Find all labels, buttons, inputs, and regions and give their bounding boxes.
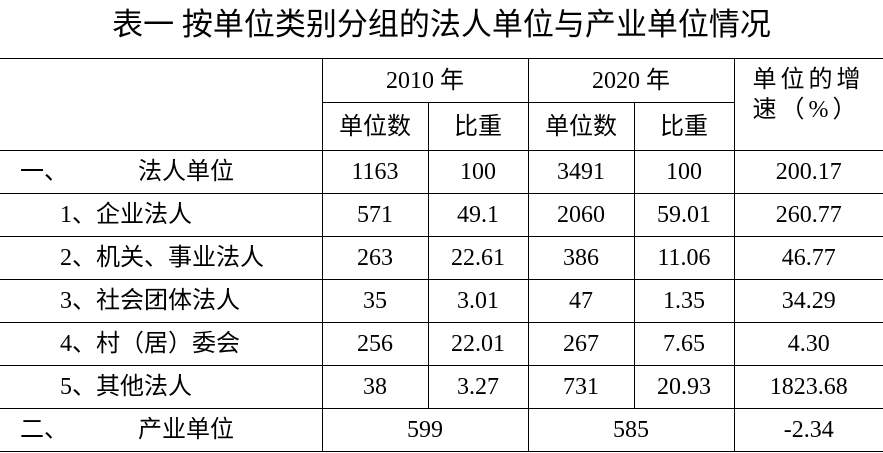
cell: 46.77 bbox=[733, 236, 883, 280]
cell: 22.61 bbox=[427, 236, 529, 280]
table-row: 1、企业法人 571 49.1 2060 59.01 260.77 bbox=[0, 193, 883, 237]
cell: 22.01 bbox=[427, 322, 529, 366]
cell: 3.01 bbox=[427, 279, 529, 323]
row-label: 3、社会团体法人 bbox=[0, 279, 323, 323]
cell: 731 bbox=[527, 365, 635, 409]
cell: 256 bbox=[321, 322, 429, 366]
cell: 20.93 bbox=[633, 365, 735, 409]
cell: 571 bbox=[321, 193, 429, 237]
cell: 267 bbox=[527, 322, 635, 366]
table-row: 2、机关、事业法人 263 22.61 386 11.06 46.77 bbox=[0, 236, 883, 280]
cell: 585 bbox=[527, 408, 735, 452]
cell: 38 bbox=[321, 365, 429, 409]
row-marker: 一、 bbox=[20, 159, 68, 185]
header-row: 单位数 比重 单位数 比重 bbox=[0, 102, 883, 151]
cell: 7.65 bbox=[633, 322, 735, 366]
row-marker: 二、 bbox=[20, 417, 68, 443]
header-row: 2010 年 2020 年 单位的增速（%） bbox=[0, 58, 883, 151]
cell: 11.06 bbox=[633, 236, 735, 280]
cell: 3491 bbox=[527, 150, 635, 194]
row-label: 二、 产业单位 bbox=[0, 408, 323, 452]
cell: 260.77 bbox=[733, 193, 883, 237]
table-row: 5、其他法人 38 3.27 731 20.93 1823.68 bbox=[0, 365, 883, 409]
row-label: 5、其他法人 bbox=[0, 365, 323, 409]
cell: 1.35 bbox=[633, 279, 735, 323]
cell: 47 bbox=[527, 279, 635, 323]
table-row: 二、 产业单位 599 585 -2.34 bbox=[0, 408, 883, 452]
table-row: 一、 法人单位 1163 100 3491 100 200.17 bbox=[0, 150, 883, 194]
header-cell: 单位数 bbox=[527, 102, 635, 151]
cell: 263 bbox=[321, 236, 429, 280]
cell: 200.17 bbox=[733, 150, 883, 194]
row-label: 一、 法人单位 bbox=[0, 150, 323, 194]
cell: 4.30 bbox=[733, 322, 883, 366]
cell: 2060 bbox=[527, 193, 635, 237]
cell: 3.27 bbox=[427, 365, 529, 409]
row-label: 2、机关、事业法人 bbox=[0, 236, 323, 280]
row-label: 4、村（居）委会 bbox=[0, 322, 323, 366]
row-name: 产业单位 bbox=[138, 417, 234, 443]
header-cell: 2020 年 bbox=[527, 58, 735, 103]
cell: 100 bbox=[633, 150, 735, 194]
cell: 1823.68 bbox=[733, 365, 883, 409]
cell: 59.01 bbox=[633, 193, 735, 237]
header-cell: 单位的增速（%） bbox=[733, 58, 883, 151]
header-cell: 比重 bbox=[427, 102, 529, 151]
table-row: 3、社会团体法人 35 3.01 47 1.35 34.29 bbox=[0, 279, 883, 323]
header-cell: 2010 年 bbox=[321, 58, 529, 103]
row-label: 1、企业法人 bbox=[0, 193, 323, 237]
data-table: 2010 年 2020 年 单位的增速（%） 单位数 比重 单位数 比重 一、 法… bbox=[0, 58, 883, 452]
header-blank bbox=[0, 58, 323, 151]
header-cell: 比重 bbox=[633, 102, 734, 151]
cell: 599 bbox=[321, 408, 529, 452]
header-cell: 单位数 bbox=[322, 102, 429, 151]
cell: 100 bbox=[427, 150, 529, 194]
cell: -2.34 bbox=[733, 408, 883, 452]
cell: 386 bbox=[527, 236, 635, 280]
table-title: 表一 按单位类别分组的法人单位与产业单位情况 bbox=[112, 7, 771, 42]
cell: 35 bbox=[321, 279, 429, 323]
table-body: 2010 年 2020 年 单位的增速（%） 单位数 比重 单位数 比重 一、 法… bbox=[0, 58, 883, 452]
cell: 49.1 bbox=[427, 193, 529, 237]
cell: 34.29 bbox=[733, 279, 883, 323]
table-row: 4、村（居）委会 256 22.01 267 7.65 4.30 bbox=[0, 322, 883, 366]
cell: 1163 bbox=[321, 150, 429, 194]
row-name: 法人单位 bbox=[138, 159, 234, 185]
